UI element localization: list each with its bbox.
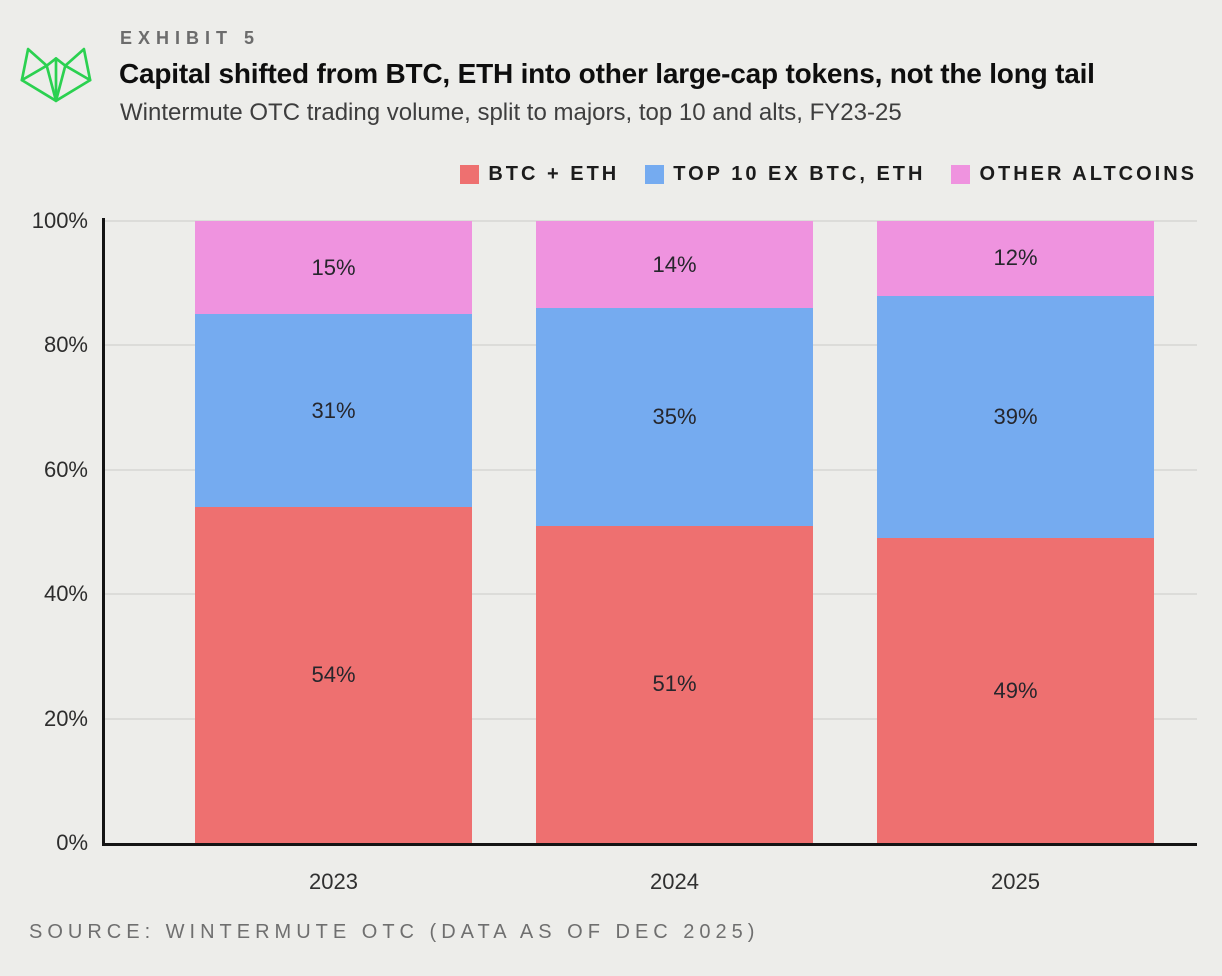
bar-segment: 31% (195, 314, 472, 508)
segment-value-label: 14% (652, 251, 697, 277)
segment-value-label: 31% (311, 397, 356, 423)
chart-subtitle: Wintermute OTC trading volume, split to … (120, 99, 902, 126)
legend-swatch-blue (645, 165, 665, 184)
x-axis-tick-label: 2023 (309, 869, 358, 894)
y-axis-line (102, 218, 105, 846)
bar-segment: 14% (536, 221, 813, 309)
y-axis-tick-label: 60% (43, 456, 88, 482)
bar-segment: 12% (877, 221, 1154, 296)
bar-segment: 54% (195, 507, 472, 843)
legend-item-other-altcoins: OTHER ALTCOINS (951, 163, 1197, 186)
legend-swatch-red (460, 165, 480, 184)
segment-value-label: 49% (993, 677, 1038, 703)
bar-segment: 39% (877, 295, 1154, 539)
bar-segment: 49% (877, 538, 1154, 843)
segment-value-label: 12% (993, 245, 1038, 271)
wintermute-logo (20, 47, 92, 103)
chart-title: Capital shifted from BTC, ETH into other… (119, 58, 1095, 89)
y-axis-tick-label: 40% (43, 581, 88, 607)
segment-value-label: 35% (652, 403, 697, 429)
exhibit-label: EXHIBIT 5 (120, 28, 261, 48)
y-axis-tick-label: 100% (31, 208, 88, 233)
x-axis-tick-label: 2024 (650, 869, 699, 894)
legend-label: BTC + ETH (488, 163, 620, 185)
segment-value-label: 54% (311, 662, 356, 688)
y-axis-tick-label: 0% (56, 830, 88, 855)
legend-item-btc-eth: BTC + ETH (460, 163, 619, 186)
legend-item-top10: TOP 10 EX BTC, ETH (645, 163, 925, 186)
y-axis-tick-label: 20% (43, 705, 88, 731)
legend-label: TOP 10 EX BTC, ETH (673, 163, 926, 185)
source-note: SOURCE: WINTERMUTE OTC (DATA AS OF DEC 2… (29, 921, 760, 943)
legend-swatch-pink (951, 165, 971, 184)
bar-segment: 35% (536, 308, 813, 526)
legend-label: OTHER ALTCOINS (979, 163, 1197, 185)
bar-segment: 51% (536, 525, 813, 843)
x-axis-tick-label: 2025 (991, 869, 1040, 894)
chart-legend: BTC + ETH TOP 10 EX BTC, ETH OTHER ALTCO… (0, 163, 1197, 186)
bar-segment: 15% (195, 221, 472, 315)
x-axis-line (102, 843, 1197, 846)
segment-value-label: 39% (993, 403, 1038, 429)
y-axis-tick-label: 80% (43, 332, 88, 358)
segment-value-label: 51% (652, 671, 697, 697)
segment-value-label: 15% (311, 254, 356, 280)
